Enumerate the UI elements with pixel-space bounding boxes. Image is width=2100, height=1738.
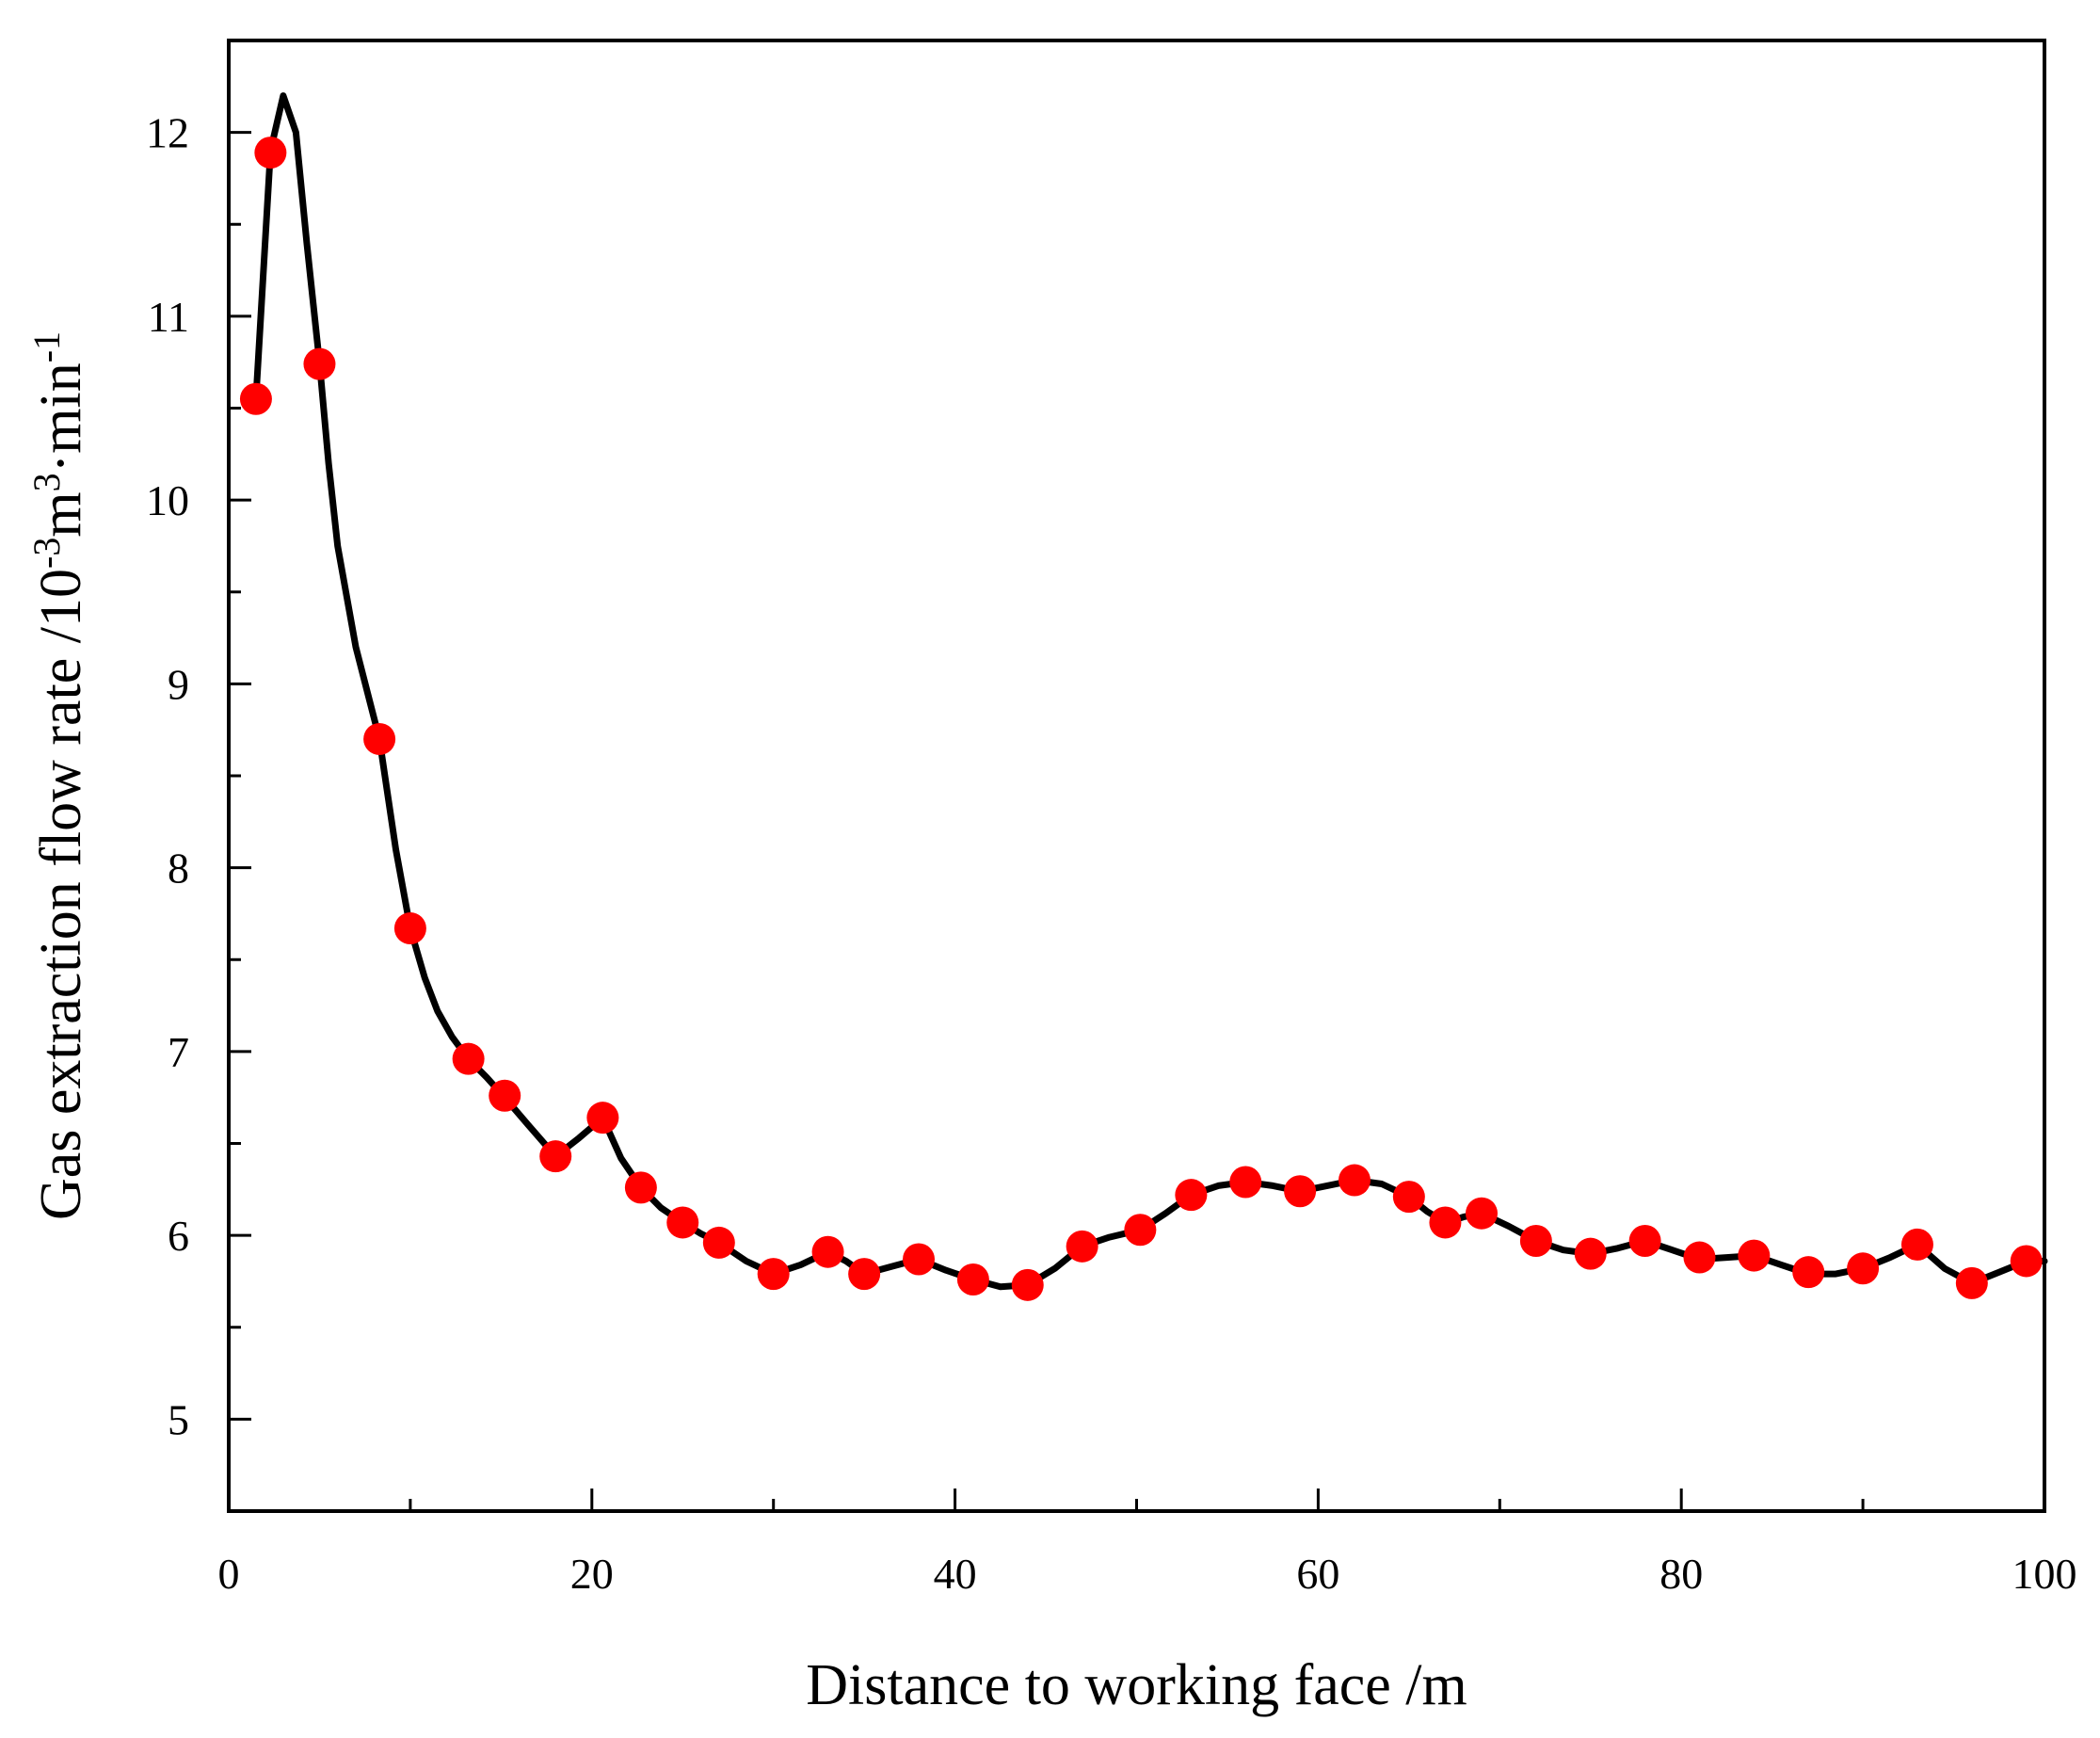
- data-point: [1900, 1228, 1933, 1261]
- data-point: [903, 1243, 936, 1276]
- data-point: [393, 912, 426, 945]
- plot-area: [227, 39, 2046, 1513]
- y-axis-label-superscript: -3: [25, 538, 68, 569]
- data-point: [239, 382, 272, 415]
- data-point: [1124, 1214, 1157, 1247]
- data-point: [1738, 1239, 1771, 1272]
- y-tick-label: 7: [168, 1028, 189, 1076]
- data-point: [811, 1235, 844, 1268]
- data-point: [1466, 1197, 1499, 1230]
- x-tick-label: 60: [1296, 1550, 1339, 1598]
- data-point: [757, 1258, 790, 1291]
- series-line: [252, 92, 2048, 1291]
- data-point: [1175, 1179, 1208, 1212]
- y-axis-label-part: m: [29, 491, 93, 537]
- data-point: [303, 347, 336, 380]
- y-axis-label: Gas extraction flow rate /10-3m3·min-1: [25, 331, 94, 1220]
- y-tick-label: 12: [146, 109, 189, 157]
- data-point: [1519, 1224, 1552, 1257]
- data-point: [452, 1042, 485, 1075]
- x-tick-label: 80: [1659, 1550, 1703, 1598]
- data-point: [702, 1226, 735, 1259]
- axis-ticks: [227, 131, 2046, 1511]
- data-point: [1011, 1268, 1044, 1301]
- x-tick-label: 20: [570, 1550, 614, 1598]
- data-point: [1628, 1224, 1661, 1257]
- y-tick-label: 5: [168, 1395, 189, 1443]
- data-point: [1847, 1252, 1880, 1285]
- data-point: [1338, 1164, 1371, 1197]
- x-axis-label: Distance to working face /m: [806, 1653, 1467, 1717]
- y-axis-label-superscript: -1: [25, 331, 68, 362]
- data-point: [1792, 1256, 1825, 1289]
- data-point: [586, 1102, 619, 1135]
- data-point: [489, 1079, 521, 1112]
- data-point: [666, 1206, 699, 1239]
- data-point: [1284, 1175, 1317, 1208]
- y-axis-label-part: ·min: [29, 362, 93, 473]
- y-axis-label-part: Gas extraction flow rate /10: [29, 569, 93, 1220]
- x-tick-label: 0: [218, 1550, 240, 1598]
- data-point: [254, 137, 287, 169]
- data-point: [1955, 1266, 1988, 1299]
- y-axis-label-superscript: 3: [25, 473, 68, 491]
- data-point: [1392, 1181, 1425, 1214]
- data-point: [848, 1258, 881, 1291]
- plot-frame: [227, 39, 2046, 1513]
- data-point: [1429, 1206, 1462, 1239]
- data-point: [624, 1171, 657, 1204]
- x-tick-label: 40: [934, 1550, 977, 1598]
- data-point: [363, 722, 396, 755]
- y-tick-label: 10: [146, 476, 189, 524]
- y-tick-label: 9: [168, 660, 189, 708]
- x-tick-label: 100: [2012, 1550, 2077, 1598]
- data-point: [539, 1140, 572, 1173]
- data-point: [1574, 1237, 1607, 1270]
- y-tick-label: 8: [168, 845, 189, 893]
- chart-marks: [239, 92, 2048, 1301]
- data-point: [1683, 1241, 1716, 1274]
- data-point: [1066, 1230, 1098, 1263]
- data-point: [956, 1263, 989, 1295]
- data-point: [2010, 1245, 2043, 1278]
- data-point: [1229, 1166, 1262, 1199]
- y-tick-label: 6: [168, 1212, 189, 1260]
- y-tick-label: 11: [148, 293, 189, 341]
- tick-labels: 0 20 40 60 80 100 5 6 7 8 9 10 11 12: [146, 109, 2077, 1598]
